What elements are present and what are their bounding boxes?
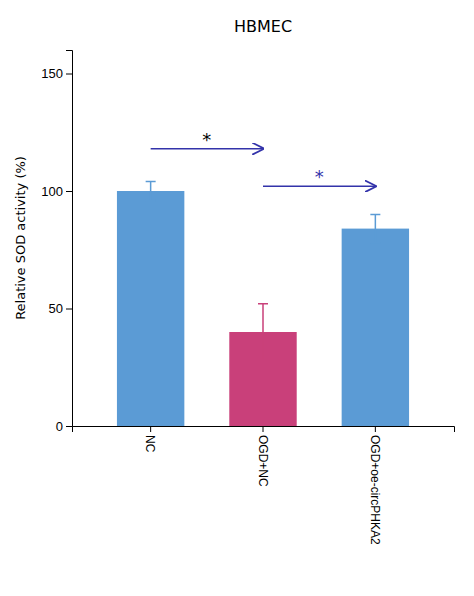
x-tick: NC [143, 426, 157, 453]
y-axis-title: Relative SOD activity (%) [13, 156, 28, 320]
x-tick-mark [263, 426, 264, 432]
y-tick-label: 0 [56, 419, 63, 434]
x-tick-label: OGD+NC [256, 435, 270, 487]
x-tick-mark [150, 426, 151, 432]
x-tick: OGD+NC [256, 426, 270, 487]
y-tick-mark [66, 74, 72, 75]
y-axis: 0 50 100 150 [41, 51, 72, 434]
y-axis-line [66, 51, 73, 427]
y-tick-mark [66, 426, 72, 427]
plot: 050100150NCOGD+NCOGD+oe-circPHKA2** [41, 51, 454, 546]
chart: 050100150NCOGD+NCOGD+oe-circPHKA2**HBMEC… [0, 0, 474, 596]
y-tick: 150 [41, 66, 72, 81]
y-tick-label: 150 [41, 66, 63, 81]
x-axis: NC OGD+NC OGD+oe-circPHKA2 [73, 426, 455, 545]
error-bar-line [258, 304, 268, 360]
error-bar [370, 215, 380, 243]
x-tick: OGD+oe-circPHKA2 [368, 426, 382, 545]
y-tick: 50 [49, 301, 72, 316]
y-tick: 100 [41, 184, 72, 199]
annotations: ** [202, 129, 323, 188]
error-bar [146, 182, 156, 201]
error-bar-line [370, 215, 380, 243]
error-bar-line [146, 182, 156, 201]
x-tick-label: OGD+oe-circPHKA2 [368, 435, 382, 545]
title: HBMEC [234, 17, 292, 36]
y-tick-mark [66, 191, 72, 192]
y-tick: 0 [56, 419, 72, 434]
x-axis-line [73, 427, 455, 433]
bar [117, 191, 184, 426]
y-tick-mark [66, 309, 72, 310]
error-bar [258, 304, 268, 360]
significance-star: * [315, 166, 324, 187]
x-tick-mark [375, 426, 376, 432]
x-tick-label: NC [143, 435, 157, 453]
y-tick-label: 100 [41, 184, 63, 199]
marks [117, 149, 409, 426]
y-tick-label: 50 [49, 301, 63, 316]
significance-star: * [202, 129, 211, 150]
bar [342, 229, 409, 426]
